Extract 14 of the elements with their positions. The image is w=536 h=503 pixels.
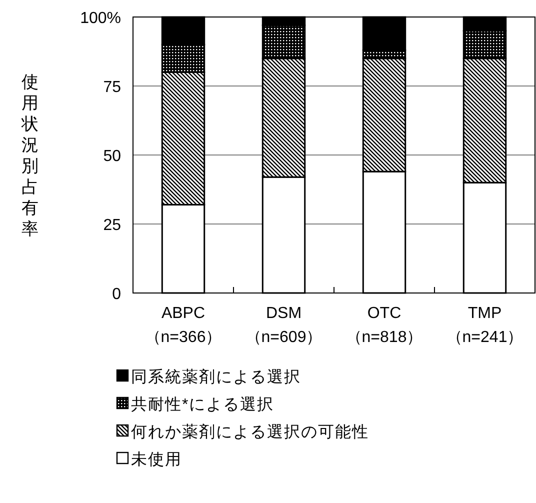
legend-label: 何れか薬剤による選択の可能性 xyxy=(131,423,369,441)
y-tick-label: 75 xyxy=(103,79,122,96)
legend-label: 同系統薬剤による選択 xyxy=(131,368,301,386)
y-axis-title: 使用状況別占有率 xyxy=(20,72,38,238)
x-tick-label: OTC （n=818） xyxy=(346,305,423,346)
x-tick-label: ABPC （n=366） xyxy=(144,305,222,346)
legend-label: 未使用 xyxy=(131,450,182,468)
y-tick-label: 0 xyxy=(112,286,122,303)
y-tick-label: 100% xyxy=(80,10,121,27)
x-tick-label: DSM （n=609） xyxy=(245,305,322,346)
legend-label: 共耐性*による選択 xyxy=(131,396,274,414)
x-tick-label: TMP （n=241） xyxy=(446,305,524,346)
y-tick-label: 50 xyxy=(103,148,122,165)
y-tick-label: 25 xyxy=(103,217,122,234)
